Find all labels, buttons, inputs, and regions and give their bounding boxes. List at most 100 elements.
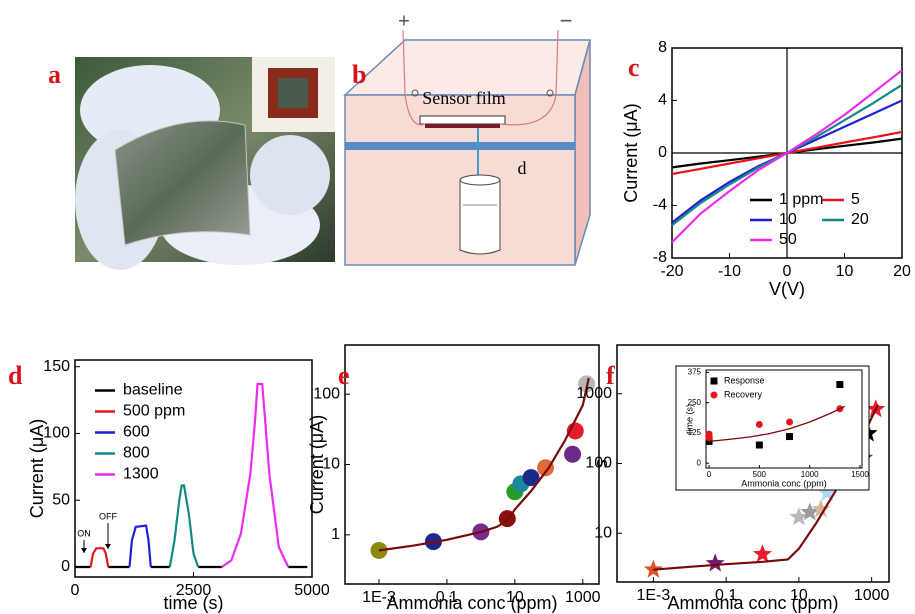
x-tick-label: 5000 bbox=[294, 582, 330, 599]
panel-label: d bbox=[8, 361, 23, 390]
legend-label: 10 bbox=[779, 211, 797, 228]
x-tick-label: 2500 bbox=[176, 582, 212, 599]
legend-label: baseline bbox=[123, 382, 183, 399]
series-line bbox=[128, 524, 152, 568]
x-tick-label: -20 bbox=[660, 263, 683, 280]
panel-label: b bbox=[352, 60, 366, 89]
y-tick-label: 8 bbox=[658, 39, 667, 56]
x-tick-label: 1000 bbox=[854, 587, 890, 604]
y-tick-label: 100 bbox=[43, 425, 70, 442]
square-marker bbox=[755, 441, 763, 449]
legend-label: 1 ppm bbox=[779, 191, 823, 208]
y-tick-label: 10 bbox=[594, 524, 612, 541]
y-tick-label: 50 bbox=[52, 491, 70, 508]
x-tick-label: 1000 bbox=[801, 470, 819, 479]
x-axis-label: Ammonia conc (ppm) bbox=[667, 593, 838, 613]
y-tick-label: 0 bbox=[658, 144, 667, 161]
y-axis-label: Current (μA) bbox=[307, 415, 327, 514]
x-tick-label: 1500 bbox=[851, 470, 869, 479]
series-line bbox=[671, 69, 903, 244]
circle-marker bbox=[537, 459, 555, 477]
legend-label: Recovery bbox=[724, 389, 763, 399]
legend-label: 20 bbox=[851, 211, 869, 228]
series-line bbox=[708, 405, 846, 443]
x-axis-label: time (s) bbox=[164, 593, 224, 613]
star-marker bbox=[811, 499, 831, 518]
y-tick-label: 1000 bbox=[576, 385, 612, 402]
y-tick-label: 100 bbox=[585, 455, 612, 472]
legend-label: 500 ppm bbox=[123, 403, 185, 420]
legend-label: 600 bbox=[123, 424, 150, 441]
x-tick-label: 10 bbox=[790, 587, 808, 604]
x-tick-label: -10 bbox=[718, 263, 741, 280]
arrow-head bbox=[105, 544, 111, 549]
x-axis-label: V(V) bbox=[769, 279, 805, 299]
square-marker bbox=[710, 377, 718, 385]
arrow-head bbox=[81, 548, 87, 553]
plot-frame bbox=[705, 369, 863, 469]
y-axis-label: s bbox=[591, 459, 611, 468]
y-axis-label: time (s) bbox=[684, 404, 694, 434]
x-tick-label: 10 bbox=[836, 263, 854, 280]
x-tick-label: 1000 bbox=[565, 589, 601, 606]
panel-label: a bbox=[48, 60, 61, 89]
x-axis-label: Ammonia conc (ppm) bbox=[741, 478, 827, 488]
star-marker bbox=[789, 507, 809, 526]
x-tick-label: 10 bbox=[506, 589, 524, 606]
panel-label: e bbox=[338, 361, 350, 390]
legend-label: 5 bbox=[851, 191, 860, 208]
y-tick-label: 150 bbox=[43, 358, 70, 375]
y-axis-label: Current (μA) bbox=[27, 419, 47, 518]
annotation: OFF bbox=[99, 511, 117, 521]
x-tick-label: 1E-3 bbox=[362, 589, 396, 606]
circle-marker bbox=[755, 420, 763, 428]
y-tick-label: 100 bbox=[313, 385, 340, 402]
legend-label: 800 bbox=[123, 445, 150, 462]
series-line bbox=[221, 382, 290, 568]
photo bbox=[75, 57, 335, 270]
y-tick-label: 1 bbox=[331, 526, 340, 543]
circle-marker bbox=[710, 391, 718, 399]
y-tick-label: 4 bbox=[658, 92, 667, 109]
terminal-label: + bbox=[398, 10, 410, 32]
y-tick-label: 10 bbox=[322, 456, 340, 473]
panel-label: f bbox=[606, 361, 615, 390]
x-tick-label: 0 bbox=[783, 263, 792, 280]
y-tick-label: 125 bbox=[688, 428, 702, 437]
y-tick-label: -8 bbox=[653, 249, 667, 266]
y-axis-label: Current (μA) bbox=[621, 103, 641, 202]
legend-label: Response bbox=[724, 375, 765, 385]
star-marker bbox=[817, 482, 837, 501]
circle-marker bbox=[522, 469, 540, 487]
series-line bbox=[89, 547, 110, 568]
x-tick-label: 0.1 bbox=[715, 587, 737, 604]
y-tick-label: 375 bbox=[688, 368, 702, 377]
x-tick-label: 20 bbox=[893, 263, 911, 280]
circle-marker bbox=[564, 445, 582, 463]
star-marker bbox=[800, 502, 820, 521]
circle-marker bbox=[786, 418, 794, 426]
circle-marker bbox=[370, 541, 388, 559]
x-tick-label: 0 bbox=[71, 582, 80, 599]
y-tick-label: 0 bbox=[697, 458, 702, 467]
legend-label: 50 bbox=[779, 231, 797, 248]
annotation: ON bbox=[77, 528, 91, 538]
star-marker bbox=[705, 553, 725, 572]
circle-marker bbox=[705, 434, 713, 442]
y-tick-label: 250 bbox=[688, 398, 702, 407]
film-label: Sensor film bbox=[422, 88, 506, 108]
series-line bbox=[378, 377, 590, 552]
chamber-diagram bbox=[343, 29, 591, 266]
x-tick-label: 0 bbox=[707, 470, 712, 479]
x-tick-label: 0.1 bbox=[436, 589, 458, 606]
square-marker bbox=[786, 433, 794, 441]
square-marker bbox=[836, 381, 844, 389]
series-line bbox=[168, 484, 200, 568]
y-tick-label: 0 bbox=[61, 558, 70, 575]
gap-label: d bbox=[518, 158, 527, 178]
terminal-label: − bbox=[560, 8, 573, 33]
x-tick-label: 1E-3 bbox=[636, 587, 670, 604]
x-tick-label: 500 bbox=[753, 470, 767, 479]
